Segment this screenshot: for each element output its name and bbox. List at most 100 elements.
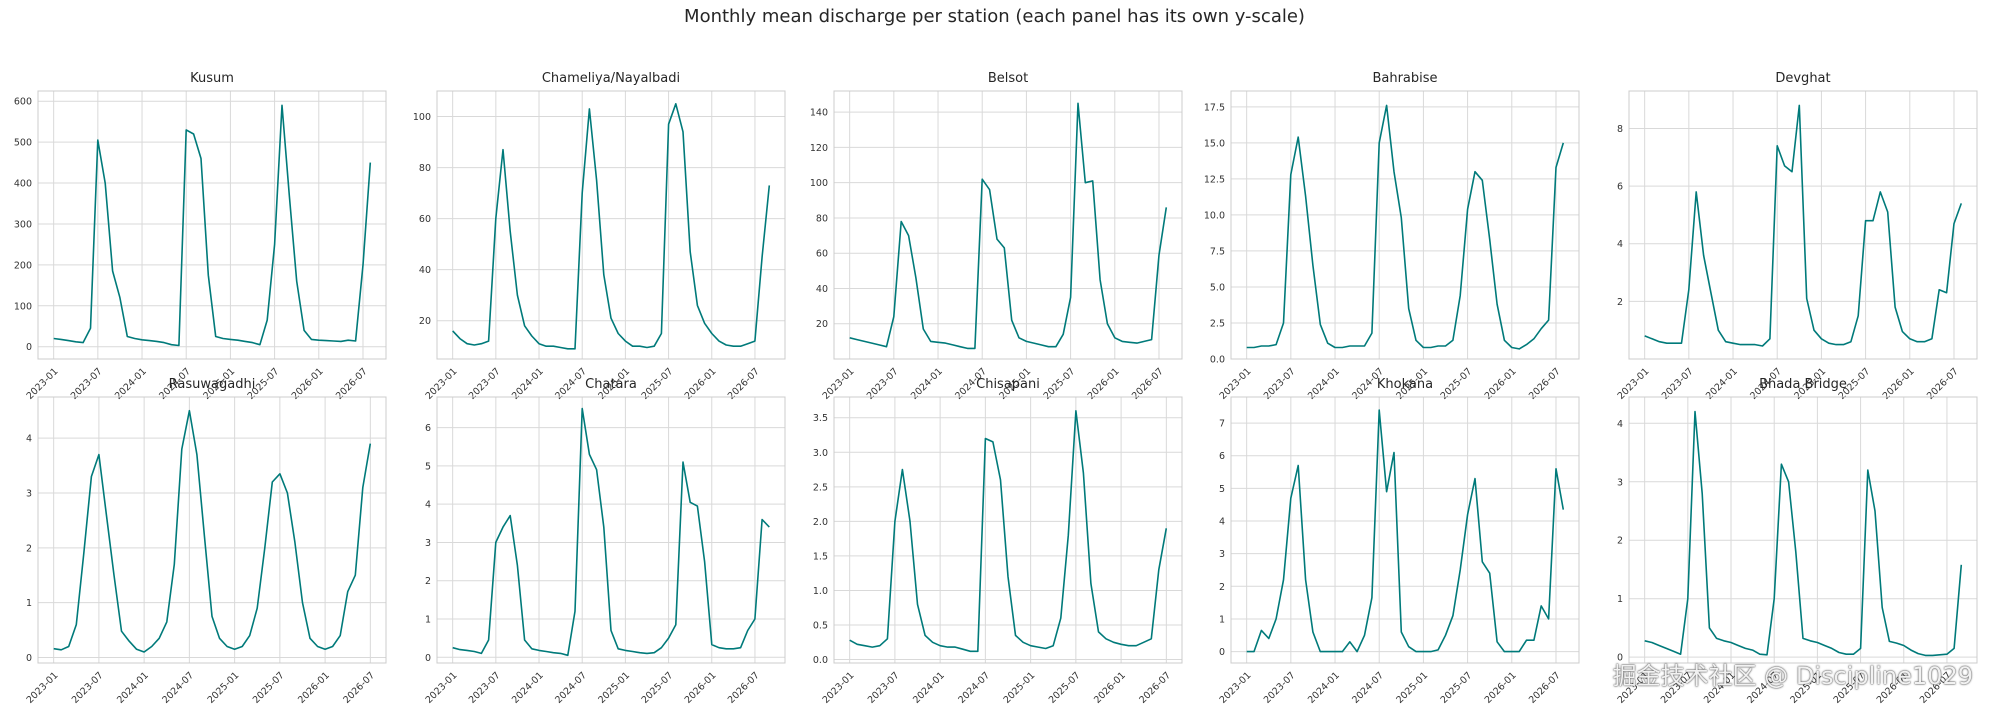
y-tick-label: 300 [14, 219, 32, 230]
x-tick-label: 2024-07 [160, 670, 196, 706]
x-tick-label: 2024-07 [956, 670, 992, 706]
x-tick-label: 2024-07 [553, 670, 589, 706]
y-tick-label: 1 [1617, 594, 1623, 605]
y-tick-label: 4 [26, 434, 32, 445]
panel-7: 2023-01 2023-07 2024-01 2024-07 2025-01 2025-… [424, 377, 786, 706]
y-tick-label: 80 [419, 163, 431, 174]
axes-frame [1628, 90, 1978, 360]
y-tick-label: 0.0 [1210, 355, 1225, 366]
series-line [1246, 104, 1565, 350]
y-tick-label: 17.5 [1204, 102, 1225, 113]
x-tick-label: 2025-07 [251, 670, 287, 706]
figure-title: Monthly mean discharge per station (each… [684, 6, 1305, 27]
y-tick-label: 4 [425, 500, 431, 511]
y-tick-label: 140 [810, 108, 828, 119]
x-tick-label: 2023-07 [467, 670, 503, 706]
y-tick-label: 2 [1219, 582, 1225, 593]
y-tick-label: 15.0 [1204, 138, 1225, 149]
y-tick-label: 2.5 [813, 482, 828, 493]
y-tick-label: 120 [810, 143, 828, 154]
x-tick-label: 2026-01 [1092, 670, 1128, 706]
panel-title: Khokana [1377, 377, 1433, 392]
y-tick-label: 200 [14, 260, 32, 271]
x-tick-label: 2025-01 [206, 670, 242, 706]
y-tick-label: 4 [1219, 517, 1225, 528]
axes-frame [833, 90, 1183, 360]
x-tick-label: 2025-01 [1002, 670, 1038, 706]
panel-title: Chameliya/Nayalbadi [542, 71, 680, 86]
x-tick-label: 2026-01 [1483, 670, 1519, 706]
y-tick-label: 400 [14, 179, 32, 190]
panel-4: 2023-01 2023-07 2024-01 2024-07 2025-01 2025-… [1204, 71, 1580, 402]
y-tick-label: 3.5 [813, 413, 828, 424]
axes-frame [833, 396, 1183, 664]
y-tick-label: 40 [419, 265, 431, 276]
y-tick-label: 1 [425, 614, 431, 625]
y-tick-label: 2 [1617, 536, 1623, 547]
y-tick-label: 0 [1219, 647, 1225, 658]
panel-title: Kusum [190, 71, 234, 86]
panel-title: Devghat [1775, 71, 1830, 86]
y-tick-label: 0 [26, 342, 32, 353]
x-tick-label: 2026-01 [296, 670, 332, 706]
panel-title: Belsot [988, 71, 1028, 86]
x-tick-label: 2026-07 [341, 670, 377, 706]
y-tick-label: 500 [14, 138, 32, 149]
panel-2: 2023-01 2023-07 2024-01 2024-07 2025-01 2025-… [413, 71, 786, 402]
panel-title: Chisapani [976, 377, 1040, 392]
axes-frame [37, 90, 387, 360]
x-tick-label: 2023-01 [821, 670, 857, 706]
y-tick-label: 1.0 [813, 586, 828, 597]
x-tick-label: 2023-07 [866, 670, 902, 706]
x-tick-label: 2023-01 [1218, 670, 1254, 706]
x-tick-label: 2026-01 [683, 670, 719, 706]
y-tick-label: 4 [1617, 239, 1623, 250]
y-tick-label: 2.0 [813, 517, 828, 528]
axes-frame [436, 396, 786, 664]
panel-5: 2023-01 2023-07 2024-01 2024-07 2025-01 2025-… [1616, 71, 1978, 402]
panel-title: Bhada Bridge [1759, 377, 1847, 392]
panel-9: 2023-01 2023-07 2024-01 2024-07 2025-01 2025-… [1218, 377, 1580, 706]
y-tick-label: 2 [1617, 297, 1623, 308]
axes-frame [1628, 396, 1978, 664]
y-tick-label: 7 [1219, 419, 1225, 430]
y-tick-label: 0 [425, 653, 431, 664]
y-tick-label: 5 [1219, 484, 1225, 495]
y-tick-label: 60 [419, 214, 431, 225]
axes-frame [1230, 396, 1580, 664]
axes-frame [1230, 90, 1580, 360]
y-tick-label: 100 [14, 301, 32, 312]
y-tick-label: 5.0 [1210, 282, 1225, 293]
x-tick-label: 2025-07 [1047, 670, 1083, 706]
y-tick-label: 600 [14, 97, 32, 108]
x-tick-label: 2024-01 [1306, 670, 1342, 706]
panel-title: Chatara [585, 377, 637, 392]
x-tick-label: 2024-07 [1350, 670, 1386, 706]
y-tick-label: 10.0 [1204, 210, 1225, 221]
y-tick-label: 60 [816, 249, 828, 260]
series-line [452, 407, 770, 657]
y-tick-label: 3 [1219, 549, 1225, 560]
y-tick-label: 3.0 [813, 448, 828, 459]
x-tick-label: 2025-07 [1439, 670, 1475, 706]
y-tick-label: 2.5 [1210, 318, 1225, 329]
x-tick-label: 2026-07 [1527, 670, 1563, 706]
series-line [849, 102, 1168, 350]
y-tick-label: 20 [419, 316, 431, 327]
y-tick-label: 5 [425, 461, 431, 472]
panel-3: 2023-01 2023-07 2024-01 2024-07 2025-01 2025-… [810, 71, 1183, 402]
y-tick-label: 0.0 [813, 655, 828, 666]
axes-frame [436, 90, 786, 360]
y-tick-label: 2 [26, 543, 32, 554]
y-tick-label: 2 [425, 576, 431, 587]
series-line [1644, 104, 1963, 347]
y-tick-label: 4 [1617, 419, 1623, 430]
x-tick-label: 2023-07 [70, 670, 106, 706]
x-tick-label: 2024-01 [115, 670, 151, 706]
panel-1: 2023-01 2023-07 2024-01 2024-07 2025-01 2025-… [14, 71, 387, 402]
y-tick-label: 20 [816, 319, 828, 330]
y-tick-label: 1 [26, 598, 32, 609]
panel-title: Rasuwagadhi [169, 377, 256, 392]
x-tick-label: 2025-07 [640, 670, 676, 706]
